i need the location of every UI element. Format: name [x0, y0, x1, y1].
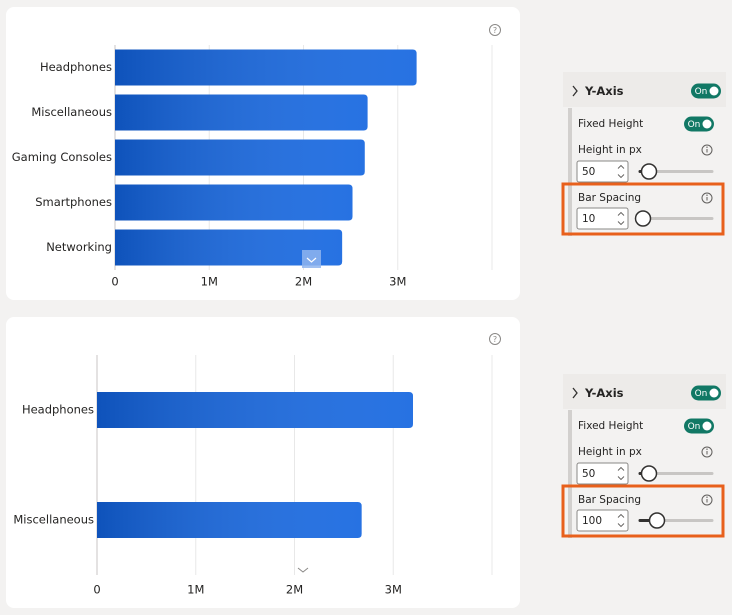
info-icon-dot: [706, 146, 708, 148]
setting-label: Bar Spacing: [578, 192, 641, 204]
bar[interactable]: [97, 502, 362, 538]
x-tick-label: 1M: [201, 275, 218, 289]
number-input[interactable]: [576, 462, 629, 485]
chevron-icon: [306, 257, 317, 263]
x-tick-label: 3M: [385, 583, 402, 597]
number-input[interactable]: [576, 160, 629, 183]
toggle-label: On: [695, 389, 708, 399]
visual-card: [6, 317, 520, 608]
setting-label: Height in px: [578, 446, 642, 458]
section-indent: [568, 410, 572, 538]
info-icon[interactable]: [701, 192, 713, 204]
spin-down[interactable]: [617, 476, 625, 481]
spin-up[interactable]: [617, 164, 625, 169]
toggle-knob: [702, 119, 712, 129]
x-tick-label: 0: [93, 583, 100, 597]
format-panel: Y-Axis On Fixed Height On Height in px 50 Bar …: [561, 374, 726, 539]
help-icon[interactable]: ?: [489, 24, 501, 36]
bar[interactable]: [115, 184, 353, 221]
info-icon[interactable]: [701, 446, 713, 458]
toggle-knob: [709, 388, 719, 398]
format-panel: Y-Axis On Fixed Height On Height in px 50 Bar …: [561, 72, 726, 237]
slider-thumb[interactable]: [648, 512, 666, 529]
bar[interactable]: [115, 49, 417, 86]
bar[interactable]: [97, 392, 413, 428]
bar[interactable]: [115, 139, 365, 176]
y-tick-label: Headphones: [22, 403, 94, 417]
spin-up[interactable]: [617, 466, 625, 471]
number-input-value: 50: [582, 468, 595, 480]
overlays: [297, 250, 321, 573]
y-tick-label: Networking: [46, 240, 112, 254]
y-tick-label: Smartphones: [35, 195, 112, 209]
scroll-button[interactable]: [302, 250, 321, 268]
section-indent: [568, 108, 572, 236]
info-icon-dot: [706, 194, 708, 196]
y-tick-label: Gaming Consoles: [12, 150, 112, 164]
info-icon-dot: [706, 448, 708, 450]
setting-label: Height in px: [578, 144, 642, 156]
format-panels: Y-Axis On Fixed Height On Height in px 50 Bar …: [561, 72, 726, 539]
svg-text:?: ?: [493, 26, 497, 35]
toggle-label: On: [695, 87, 708, 97]
number-input-value: 100: [582, 515, 602, 527]
toggle-knob: [709, 86, 719, 96]
setting-label: Bar Spacing: [578, 494, 641, 506]
x-tick-label: 2M: [295, 275, 312, 289]
y-tick-label: Miscellaneous: [31, 105, 112, 119]
setting-label: Fixed Height: [578, 118, 643, 130]
number-input[interactable]: [576, 509, 629, 532]
x-tick-label: 3M: [389, 275, 406, 289]
y-tick-label: Headphones: [40, 60, 112, 74]
number-input-value: 50: [582, 166, 595, 178]
number-input-value: 10: [582, 213, 595, 225]
y-tick-label: Miscellaneous: [13, 513, 94, 527]
number-input[interactable]: [576, 207, 629, 230]
x-tick-label: 0: [111, 275, 118, 289]
toggle-label: On: [688, 120, 701, 130]
slider-thumb[interactable]: [634, 210, 652, 227]
toggle-label: On: [688, 422, 701, 432]
help-icon[interactable]: ?: [489, 333, 501, 345]
section-title: Y-Axis: [584, 84, 624, 98]
chevron-icon[interactable]: [297, 567, 309, 573]
spin-up[interactable]: [617, 211, 625, 216]
spin-down[interactable]: [617, 523, 625, 528]
info-icon-dot: [706, 496, 708, 498]
slider-thumb[interactable]: [640, 163, 658, 180]
expand-chevron[interactable]: [572, 85, 578, 97]
info-icon[interactable]: [701, 144, 713, 156]
x-tick-label: 1M: [187, 583, 204, 597]
section-title: Y-Axis: [584, 386, 624, 400]
toggle-knob: [702, 421, 712, 431]
highlight-box: [561, 484, 725, 538]
setting-label: Fixed Height: [578, 420, 643, 432]
spin-down[interactable]: [617, 221, 625, 226]
x-tick-label: 2M: [286, 583, 303, 597]
slider-thumb[interactable]: [640, 465, 658, 482]
svg-text:?: ?: [493, 335, 497, 344]
bar[interactable]: [115, 94, 368, 131]
highlight-box: [561, 182, 725, 236]
spin-up[interactable]: [617, 513, 625, 518]
info-icon[interactable]: [701, 494, 713, 506]
expand-chevron[interactable]: [572, 387, 578, 399]
spin-down[interactable]: [617, 174, 625, 179]
